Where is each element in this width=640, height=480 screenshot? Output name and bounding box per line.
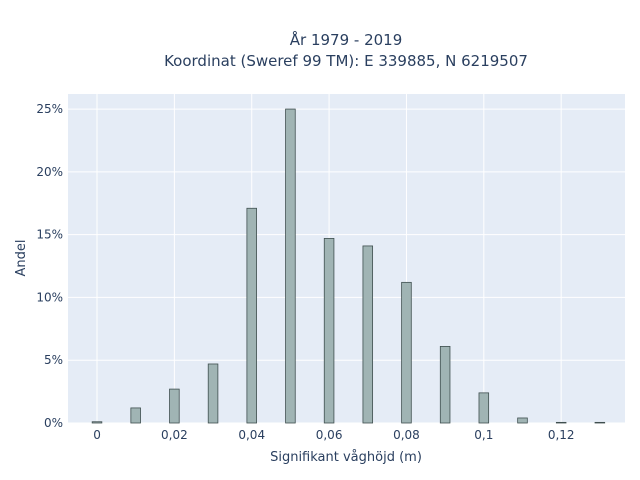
x-axis-title: Signifikant våghöjd (m) — [270, 450, 422, 465]
bar-8 — [401, 281, 412, 424]
y-axis-title: Andel — [14, 240, 29, 277]
bar-9 — [439, 346, 451, 424]
y-tick-label-5: 25% — [36, 102, 63, 116]
y-tick-label-1: 5% — [44, 353, 63, 367]
bars — [91, 108, 606, 424]
grid — [68, 94, 625, 424]
x-tick-label-2: 0,04 — [238, 428, 265, 442]
bar-5 — [285, 108, 296, 424]
bar-6 — [323, 238, 335, 424]
plot-area — [68, 94, 625, 423]
x-tick-label-0: 0 — [93, 428, 101, 442]
x-tick-label-3: 0,06 — [316, 428, 343, 442]
bar-13 — [594, 421, 606, 424]
x-tick-label-6: 0,12 — [548, 428, 575, 442]
y-tick-label-0: 0% — [44, 416, 63, 430]
y-tick-label-3: 15% — [36, 228, 63, 242]
bar-2 — [169, 388, 180, 424]
y-tick-label-4: 20% — [36, 165, 63, 179]
bar-1 — [130, 407, 141, 424]
bar-10 — [478, 392, 490, 424]
y-tick-label-2: 10% — [36, 290, 63, 304]
chart-title-line-1: År 1979 - 2019 — [290, 30, 403, 49]
x-tick-label-4: 0,08 — [393, 428, 420, 442]
bar-3 — [207, 363, 219, 424]
bar-11 — [517, 417, 528, 424]
bar-12 — [555, 421, 567, 424]
x-axis-ticks: 0 0,02 0,04 0,06 0,08 0,1 0,12 — [93, 428, 574, 442]
x-tick-label-1: 0,02 — [161, 428, 188, 442]
bar-0 — [91, 421, 103, 424]
bar-4 — [246, 207, 257, 424]
chart-title-line-2: Koordinat (Sweref 99 TM): E 339885, N 62… — [164, 52, 528, 70]
bar-7 — [362, 245, 374, 424]
x-tick-label-5: 0,1 — [474, 428, 493, 442]
y-axis-ticks: 0% 5% 10% 15% 20% 25% — [36, 102, 63, 430]
